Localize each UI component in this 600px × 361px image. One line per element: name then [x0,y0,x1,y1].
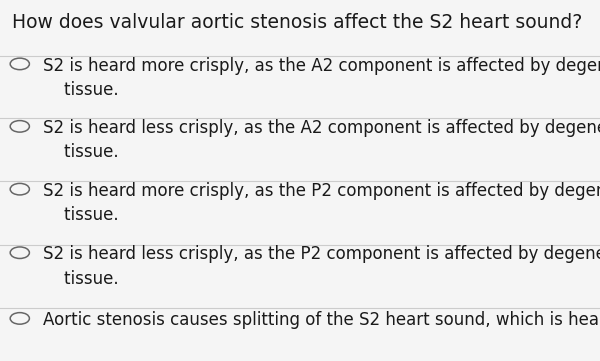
Text: Aortic stenosis causes splitting of the S2 heart sound, which is heard more easi: Aortic stenosis causes splitting of the … [43,311,600,329]
Text: S2 is heard more crisply, as the A2 component is affected by degenerating sclero: S2 is heard more crisply, as the A2 comp… [43,57,600,99]
Text: S2 is heard less crisply, as the P2 component is affected by degenerating sclero: S2 is heard less crisply, as the P2 comp… [43,245,600,288]
Text: S2 is heard less crisply, as the A2 component is affected by degenerating sclero: S2 is heard less crisply, as the A2 comp… [43,119,600,161]
Text: S2 is heard more crisply, as the P2 component is affected by degenerating sclero: S2 is heard more crisply, as the P2 comp… [43,182,600,224]
Text: How does valvular aortic stenosis affect the S2 heart sound?: How does valvular aortic stenosis affect… [12,13,582,32]
